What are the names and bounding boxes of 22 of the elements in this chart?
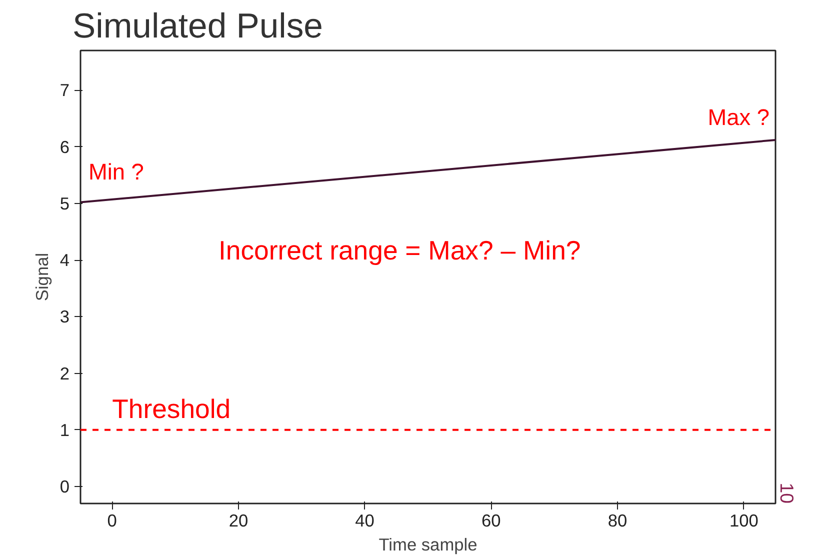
- chart-title: Simulated Pulse: [72, 8, 323, 46]
- y-tick-label: 4: [60, 250, 70, 270]
- x-tick-label: 60: [482, 510, 501, 530]
- text: 10: [776, 482, 798, 504]
- y-tick-label: 0: [60, 476, 70, 497]
- y-tick-label: 2: [60, 363, 70, 384]
- x-axis-title: Time sample: [378, 534, 478, 554]
- y-tick-label: 1: [60, 420, 70, 440]
- annotation: Max ?: [708, 104, 770, 130]
- y-tick-label: 5: [60, 193, 70, 214]
- x-tick-label: 40: [355, 510, 374, 530]
- x-tick-label: 20: [228, 510, 248, 530]
- y-tick-label: 6: [60, 136, 70, 157]
- y-axis-title: Signal: [32, 252, 52, 302]
- x-tick-label: 100: [729, 510, 758, 530]
- x-tick-label: 0: [107, 510, 117, 530]
- ref-line-label: Threshold: [112, 394, 231, 424]
- annotation: Incorrect range = Max? – Min?: [218, 236, 581, 266]
- x-tick-label: 80: [608, 510, 628, 530]
- y-tick-label: 3: [60, 306, 70, 327]
- annotation: Min ?: [88, 158, 144, 184]
- y-tick-label: 7: [60, 80, 70, 100]
